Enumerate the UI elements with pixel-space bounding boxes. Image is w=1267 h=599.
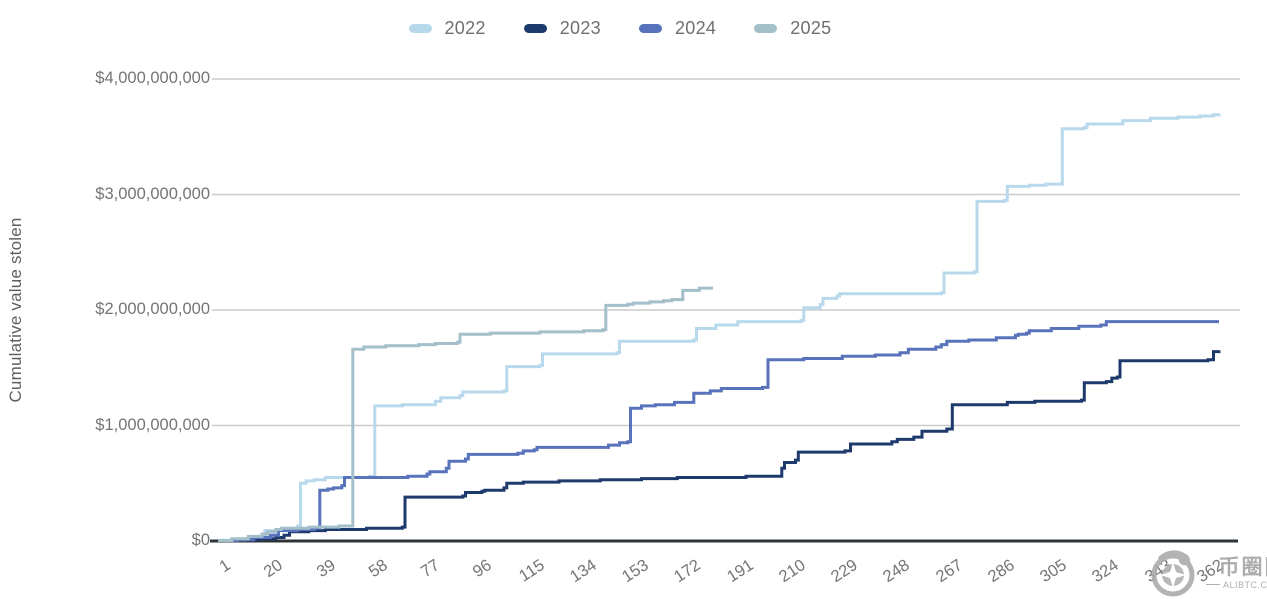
legend-label-2024: 2024 [675, 18, 717, 38]
y-tick-label-4b: $4,000,000,000 [95, 69, 210, 87]
legend-swatch-2025 [754, 24, 778, 33]
legend-swatch-2022 [408, 24, 432, 33]
series-line-2024 [218, 320, 1219, 542]
legend-swatch-2024 [639, 24, 662, 33]
legend-item-2025[interactable]: 2025 [754, 18, 831, 39]
legend-swatch-2023 [523, 24, 547, 33]
y-tick-label-2b: $2,000,000,000 [95, 300, 210, 318]
legend-label-2022: 2022 [444, 18, 486, 38]
y-tick-label-1b: $1,000,000,000 [95, 415, 210, 434]
legend-label-2023: 2023 [559, 18, 601, 38]
legend-item-2024[interactable]: 2024 [639, 18, 716, 39]
series-line-2023 [218, 350, 1221, 542]
legend-item-2022[interactable]: 2022 [408, 18, 486, 39]
y-tick-label-0b: $0 [191, 531, 210, 549]
series-line-2022 [218, 113, 1221, 542]
legend-label-2025: 2025 [790, 18, 832, 38]
legend-item-2023[interactable]: 2023 [523, 18, 601, 39]
y-tick-label-3b: $3,000,000,000 [95, 184, 210, 203]
chart-legend: 2022 2023 2024 2025 [0, 18, 1240, 39]
series-line-2025 [218, 286, 713, 542]
